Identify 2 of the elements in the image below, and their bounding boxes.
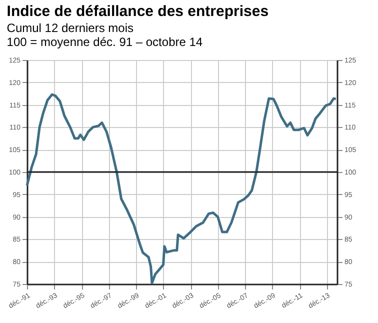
chart-subtitle: Cumul 12 derniers mois 100 = moyenne déc. 91 – octobre 14 (6, 21, 203, 49)
chart-title: Indice de défaillance des entreprises (6, 3, 269, 20)
